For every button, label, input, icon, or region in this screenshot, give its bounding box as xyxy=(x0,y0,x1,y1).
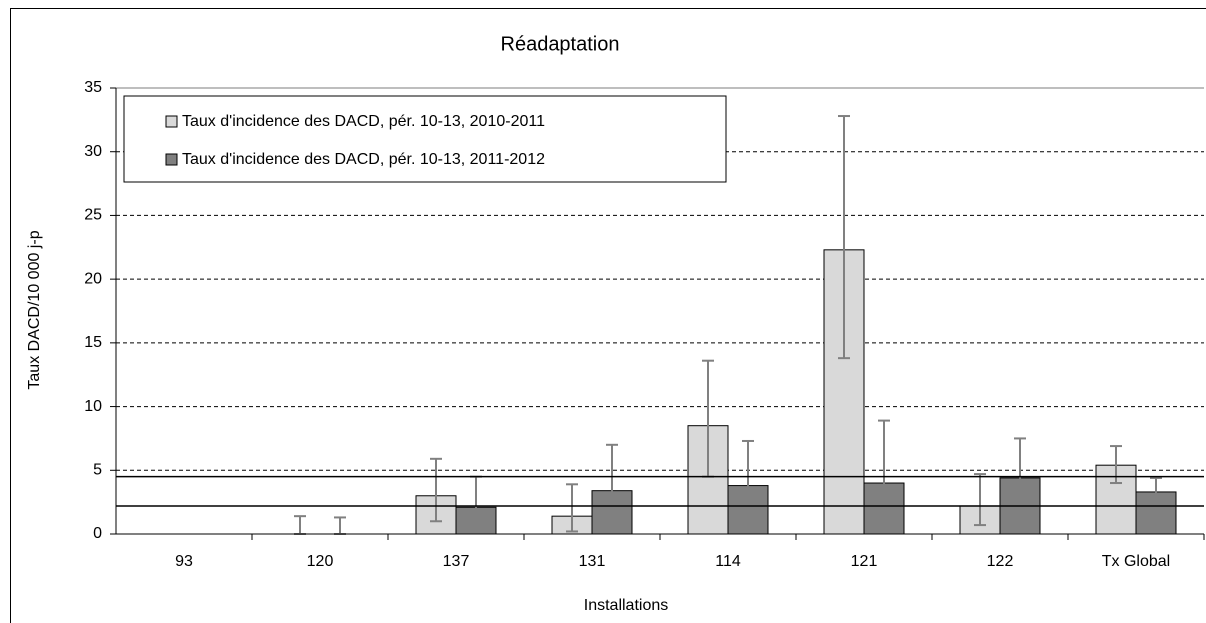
legend-swatch xyxy=(165,153,178,166)
x-tick-label: 114 xyxy=(715,553,741,570)
y-tick-label: 25 xyxy=(84,207,102,224)
chart-title: Réadaptation xyxy=(501,33,620,55)
x-tick-label: 137 xyxy=(443,553,470,570)
y-tick-label: 10 xyxy=(84,398,102,415)
x-tick-label: 122 xyxy=(987,553,1014,570)
x-tick-label: 131 xyxy=(579,553,606,570)
x-axis-label: Installations xyxy=(584,597,669,614)
y-tick-label: 5 xyxy=(93,462,102,479)
x-tick-label: 120 xyxy=(307,553,334,570)
y-tick-label: 15 xyxy=(84,334,102,351)
x-tick-label: Tx Global xyxy=(1102,553,1170,570)
legend-label: Taux d'incidence des DACD, pér. 10-13, 2… xyxy=(182,151,545,168)
y-tick-label: 35 xyxy=(84,79,102,96)
y-axis-label: Taux DACD/10 000 j-p xyxy=(26,230,43,389)
x-tick-label: 121 xyxy=(851,553,878,570)
legend-label: Taux d'incidence des DACD, pér. 10-13, 2… xyxy=(182,113,545,130)
y-tick-label: 30 xyxy=(84,143,102,160)
legend-box xyxy=(123,95,727,183)
y-tick-label: 0 xyxy=(93,525,102,542)
legend-swatch xyxy=(165,115,178,128)
y-tick-label: 20 xyxy=(84,270,102,287)
x-tick-label: 93 xyxy=(175,553,193,570)
